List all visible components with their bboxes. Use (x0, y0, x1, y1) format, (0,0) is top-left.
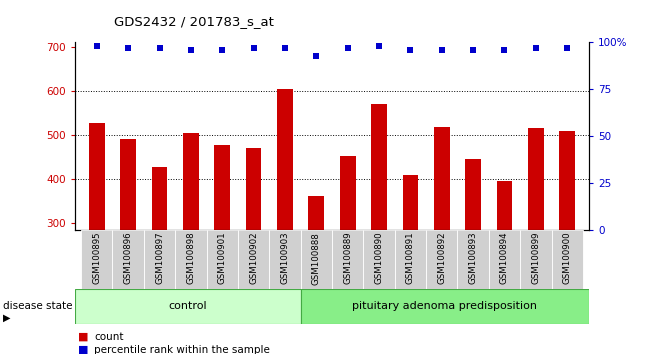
Text: disease state: disease state (3, 301, 73, 311)
Bar (489, 230, 520, 289)
Bar (559, 131, 575, 354)
Bar (395, 230, 426, 289)
Bar (152, 167, 167, 354)
Bar (81, 230, 113, 289)
Bar (528, 128, 544, 354)
Text: percentile rank within the sample: percentile rank within the sample (94, 345, 270, 354)
Bar (497, 181, 512, 354)
Bar (175, 230, 206, 289)
Point (562, 45, 572, 51)
Point (123, 45, 133, 51)
Bar (144, 230, 175, 289)
Bar (238, 230, 270, 289)
Bar (458, 230, 489, 289)
Bar (246, 148, 262, 354)
Point (280, 45, 290, 51)
Text: GSM100897: GSM100897 (155, 232, 164, 285)
Bar (402, 175, 418, 354)
Point (437, 47, 447, 53)
Bar (434, 127, 450, 354)
Bar (206, 230, 238, 289)
Point (249, 45, 259, 51)
Bar (520, 230, 551, 289)
Point (154, 45, 165, 51)
Bar (270, 230, 301, 289)
Text: ▶: ▶ (3, 313, 11, 322)
Text: GSM100890: GSM100890 (374, 232, 383, 285)
Bar (371, 104, 387, 354)
Point (499, 47, 510, 53)
Point (217, 47, 227, 53)
Point (311, 53, 322, 58)
Point (468, 47, 478, 53)
Text: GSM100895: GSM100895 (92, 232, 102, 285)
Text: GSM100892: GSM100892 (437, 232, 447, 285)
Bar (426, 230, 458, 289)
Text: GSM100903: GSM100903 (281, 232, 290, 285)
Text: GSM100888: GSM100888 (312, 232, 321, 285)
Bar (465, 159, 481, 354)
Bar (113, 230, 144, 289)
Point (92, 44, 102, 49)
Point (531, 45, 541, 51)
Text: GSM100898: GSM100898 (186, 232, 195, 285)
Bar (183, 133, 199, 354)
Bar (301, 230, 332, 289)
Text: control: control (169, 301, 207, 311)
Bar (277, 89, 293, 354)
Text: ■: ■ (78, 345, 89, 354)
Text: GSM100900: GSM100900 (562, 232, 572, 285)
Text: GSM100894: GSM100894 (500, 232, 509, 285)
Text: GSM100896: GSM100896 (124, 232, 133, 285)
Text: pituitary adenoma predisposition: pituitary adenoma predisposition (352, 301, 538, 311)
Bar (89, 123, 105, 354)
Bar (120, 139, 136, 354)
Text: GSM100893: GSM100893 (469, 232, 478, 285)
Text: count: count (94, 332, 124, 342)
Text: GDS2432 / 201783_s_at: GDS2432 / 201783_s_at (114, 15, 274, 28)
Bar (214, 145, 230, 354)
Text: GSM100891: GSM100891 (406, 232, 415, 285)
Bar (332, 230, 363, 289)
Bar (75, 289, 301, 324)
Text: ■: ■ (78, 332, 89, 342)
Point (342, 45, 353, 51)
Text: GSM100901: GSM100901 (217, 232, 227, 285)
Text: GSM100889: GSM100889 (343, 232, 352, 285)
Point (405, 47, 415, 53)
Bar (340, 156, 355, 354)
Text: GSM100899: GSM100899 (531, 232, 540, 284)
Point (374, 44, 384, 49)
Bar (309, 196, 324, 354)
Text: GSM100902: GSM100902 (249, 232, 258, 285)
Bar (301, 289, 589, 324)
Bar (551, 230, 583, 289)
Bar (363, 230, 395, 289)
Point (186, 47, 196, 53)
